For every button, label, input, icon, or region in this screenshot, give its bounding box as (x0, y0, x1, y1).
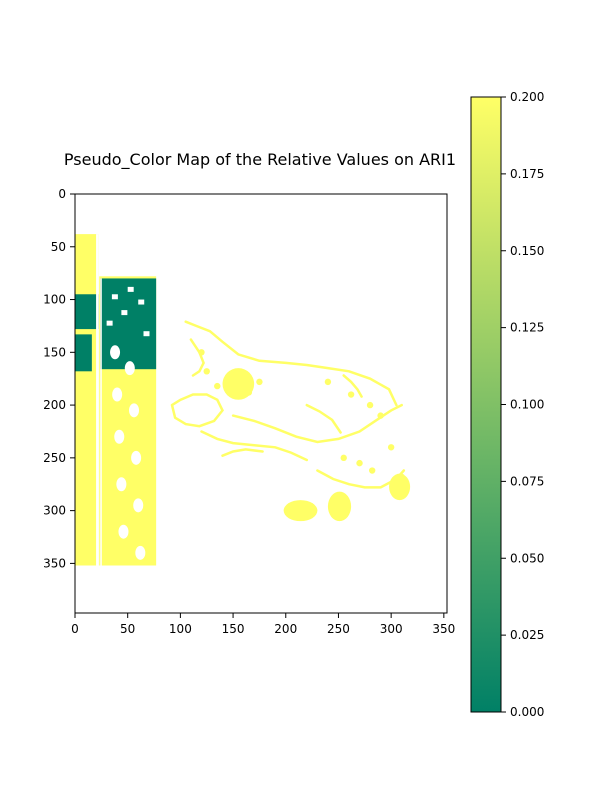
figure-speck (366, 401, 374, 409)
chart-title: Pseudo_Color Map of the Relative Values … (64, 150, 456, 170)
package-highlight (121, 310, 128, 316)
region-blob-left-lower (283, 500, 318, 522)
figure-speck (214, 382, 221, 390)
figure-speck (245, 389, 253, 396)
package-highlight (143, 331, 150, 337)
figure-stroke (221, 448, 264, 457)
figure-speck (377, 412, 384, 419)
plot-frame (74, 193, 448, 614)
figure-stroke (342, 374, 363, 398)
figure-speck (368, 467, 376, 474)
figure-speck (256, 378, 263, 386)
colorbar-ticks: 0.000 0.025 0.050 0.075 0.100 0.125 0.150 0.175… (501, 90, 544, 719)
y-tick-label: 150 (43, 345, 66, 359)
x-tick-label: 0 (71, 622, 79, 636)
package-letter (124, 361, 135, 376)
x-axis: 0 50 100 150 200 250 300 350 (71, 613, 455, 636)
y-axis: 0 50 100 150 200 250 300 350 (43, 187, 75, 570)
x-tick-label: 250 (327, 622, 350, 636)
colorbar: 0.000 0.025 0.050 0.075 0.100 0.125 0.150 0.175… (470, 90, 544, 719)
x-tick-label: 200 (274, 622, 297, 636)
package-highlight (127, 286, 134, 292)
figure-speck (398, 473, 405, 481)
package-gap (96, 234, 99, 566)
package-letter (118, 524, 129, 539)
y-tick-label: 0 (58, 187, 66, 201)
y-tick-label: 100 (43, 293, 66, 307)
heatmap-texture (96, 234, 406, 566)
figure-stroke (189, 338, 205, 377)
package-letter (110, 345, 121, 360)
region-left-green-patch-b (75, 334, 92, 372)
package-highlight (138, 299, 145, 305)
y-tick-label: 200 (43, 398, 66, 412)
region-blob-right-lower (327, 491, 352, 522)
figure-speck (347, 391, 355, 398)
figure-speck (387, 444, 395, 451)
colorbar-tick-label: 0.200 (510, 90, 544, 104)
package-letter (114, 429, 125, 444)
y-tick-label: 50 (51, 240, 66, 254)
x-tick-label: 300 (380, 622, 403, 636)
colorbar-gradient (471, 97, 501, 712)
package-letter (112, 387, 123, 402)
x-tick-label: 350 (432, 622, 455, 636)
colorbar-tick-label: 0.000 (510, 705, 544, 719)
colorbar-tick-label: 0.025 (510, 628, 544, 642)
figure-speck (340, 454, 347, 462)
colorbar-tick-label: 0.075 (510, 474, 544, 488)
package-letter (129, 403, 140, 418)
plot-area (75, 194, 447, 613)
x-tick-label: 100 (169, 622, 192, 636)
colorbar-tick-label: 0.150 (510, 244, 544, 258)
package-letter (131, 450, 142, 465)
region-left-green-patch-a (75, 294, 99, 330)
package-letter (135, 545, 146, 560)
figure-speck (229, 372, 237, 379)
figure-stroke (316, 469, 406, 489)
colorbar-tick-label: 0.050 (510, 551, 544, 565)
colorbar-tick-label: 0.125 (510, 321, 544, 335)
x-tick-label: 150 (222, 622, 245, 636)
package-letter (116, 477, 127, 492)
figure-speck (324, 378, 332, 386)
figure-stroke (170, 393, 224, 428)
y-tick-label: 300 (43, 504, 66, 518)
package-letter (133, 498, 144, 513)
colorbar-tick-label: 0.100 (510, 398, 544, 412)
figure-speck (356, 459, 363, 467)
package-highlight (111, 294, 118, 300)
x-tick-label: 50 (120, 622, 135, 636)
figure-stroke (200, 430, 309, 462)
figure-speck (203, 368, 210, 375)
figure-speck (198, 349, 205, 356)
figure-stroke (305, 403, 342, 434)
package-gap (100, 278, 102, 566)
y-tick-label: 350 (43, 556, 66, 570)
package-highlight (106, 320, 113, 326)
colorbar-tick-label: 0.175 (510, 167, 544, 181)
y-tick-label: 250 (43, 451, 66, 465)
figure-stroke (184, 320, 398, 407)
region-left-yellow-column (75, 234, 99, 566)
